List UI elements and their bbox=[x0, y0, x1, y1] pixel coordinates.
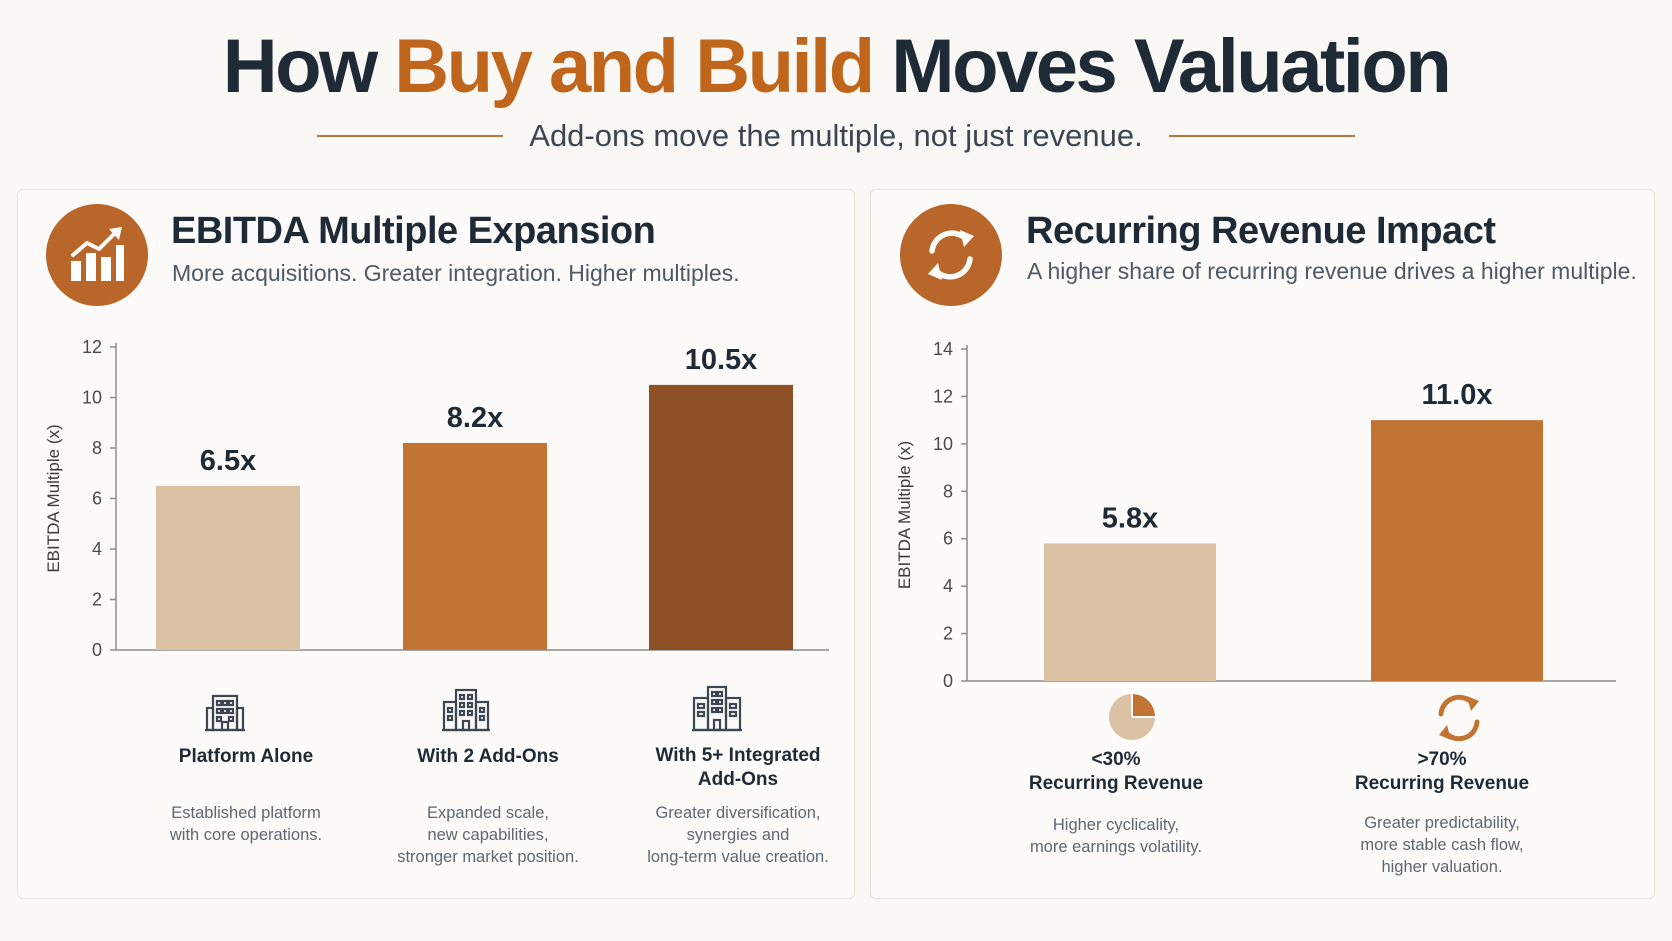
category-label-platform-alone: Platform Alone bbox=[178, 746, 314, 767]
buildings-icon bbox=[440, 686, 492, 737]
ebitda-bar-2 bbox=[403, 442, 547, 650]
left-panel-title: EBITDA Multiple Expansion bbox=[171, 210, 656, 252]
page-subtitle: Add-ons move the multiple, not just reve… bbox=[529, 118, 1143, 153]
category-desc-five-plus-add-ons: Greater diversification, synergies and l… bbox=[647, 804, 829, 866]
category-label-under-30-recurring: <30% Recurring Revenue bbox=[1028, 749, 1204, 794]
ebitda-bar-chart: 0 2 4 6 8 10 12 EBITDA Multiple (x) 6.5x 8.2x 10.5… bbox=[44, 337, 829, 660]
subtitle-row: Add-ons move the multiple, not just reve… bbox=[0, 112, 1672, 160]
growth-chart-icon bbox=[46, 204, 148, 306]
building-icon bbox=[203, 688, 247, 737]
category-desc-over-70-recurring: Greater predictability, more stable cash… bbox=[1360, 814, 1524, 876]
recurring-bar-2 bbox=[1371, 420, 1543, 681]
recurring-y-tick-label: 8 bbox=[943, 481, 953, 501]
category-desc-under-30-recurring: Higher cyclicality, more earnings volati… bbox=[1029, 816, 1203, 856]
recurring-y-tick-label: 12 bbox=[933, 386, 953, 406]
subtitle-rule-right bbox=[1168, 135, 1355, 137]
ebitda-y-tick-label: 2 bbox=[92, 590, 102, 610]
subtitle-rule-left bbox=[317, 135, 504, 137]
ebitda-y-tick-label: 4 bbox=[92, 539, 102, 559]
ebitda-y-tick-label: 10 bbox=[82, 388, 102, 408]
ebitda-y-tick-label: 12 bbox=[82, 337, 102, 357]
left-panel-subtitle: More acquisitions. Greater integration. … bbox=[172, 260, 740, 286]
recurring-y-tick-label: 0 bbox=[943, 671, 953, 691]
ebitda-y-tick-label: 8 bbox=[92, 438, 102, 458]
category-desc-two-add-ons: Expanded scale, new capabilities, strong… bbox=[397, 804, 579, 866]
category-label-two-add-ons: With 2 Add-Ons bbox=[417, 746, 559, 767]
recurring-revenue-bar-chart: 0 2 4 6 8 10 12 14 EBITDA Multiple (x) 5.8x 11.0x bbox=[895, 339, 1616, 691]
refresh-cycle-icon bbox=[1433, 692, 1485, 749]
recurring-y-tick-label: 6 bbox=[943, 529, 953, 549]
pie-chart-icon bbox=[1107, 692, 1157, 747]
recurring-value-label-1: 5.8x bbox=[1102, 502, 1158, 534]
right-panel-title: Recurring Revenue Impact bbox=[1026, 210, 1496, 252]
recurring-y-tick-label: 14 bbox=[933, 339, 953, 359]
ebitda-y-axis-label: EBITDA Multiple (x) bbox=[44, 424, 63, 572]
title-part-2: Moves Valuation bbox=[872, 24, 1451, 109]
ebitda-bar-3 bbox=[649, 384, 793, 650]
recurring-y-tick-label: 10 bbox=[933, 434, 953, 454]
city-icon bbox=[690, 684, 744, 737]
ebitda-value-label-1: 6.5x bbox=[200, 445, 256, 477]
page-title: How Buy and Build Moves Valuation bbox=[0, 22, 1672, 112]
ebitda-y-tick-label: 0 bbox=[92, 640, 102, 660]
recurring-cycle-icon bbox=[900, 204, 1002, 306]
ebitda-value-label-3: 10.5x bbox=[685, 344, 758, 376]
ebitda-bar-1 bbox=[156, 485, 300, 650]
recurring-value-label-2: 11.0x bbox=[1422, 379, 1493, 411]
category-label-over-70-recurring: >70% Recurring Revenue bbox=[1354, 749, 1530, 794]
recurring-y-tick-label: 2 bbox=[943, 624, 953, 644]
right-panel-subtitle: A higher share of recurring revenue driv… bbox=[1027, 258, 1637, 284]
category-desc-platform-alone: Established platform with core operation… bbox=[169, 804, 323, 844]
ebitda-value-label-2: 8.2x bbox=[447, 402, 503, 434]
ebitda-expansion-panel: EBITDA Multiple Expansion More acquisiti… bbox=[17, 189, 855, 899]
title-part-1: How bbox=[222, 24, 395, 109]
category-label-five-plus-add-ons: With 5+ Integrated Add-Ons bbox=[655, 745, 821, 790]
recurring-y-tick-label: 4 bbox=[943, 576, 953, 596]
ebitda-y-tick-label: 6 bbox=[92, 489, 102, 509]
recurring-revenue-panel: Recurring Revenue Impact A higher share … bbox=[870, 189, 1655, 899]
recurring-y-axis-label: EBITDA Multiple (x) bbox=[895, 441, 914, 589]
title-accent: Buy and Build bbox=[394, 24, 875, 109]
recurring-bar-1 bbox=[1044, 543, 1216, 681]
